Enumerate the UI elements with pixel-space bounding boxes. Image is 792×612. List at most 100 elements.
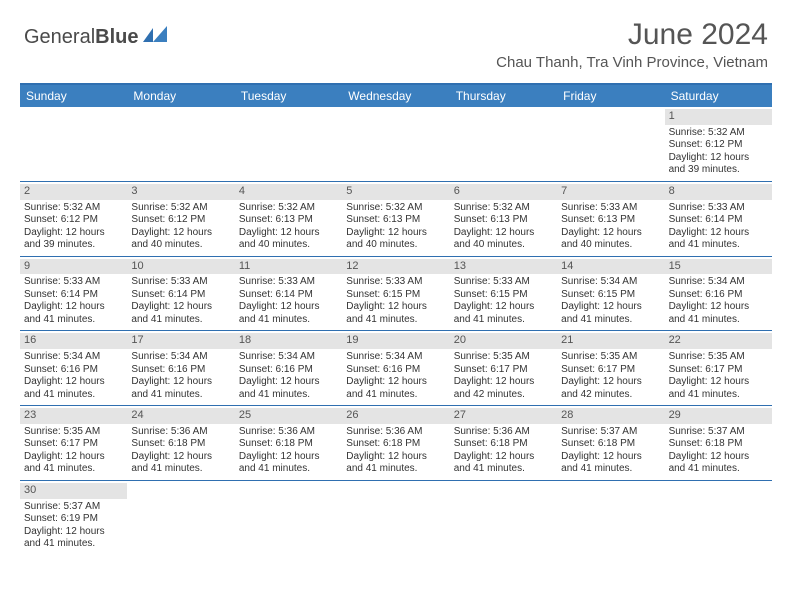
week-row: 9Sunrise: 5:33 AMSunset: 6:14 PMDaylight… xyxy=(20,257,772,332)
day-info-line: Sunrise: 5:36 AM xyxy=(346,426,445,439)
day-info-line: Daylight: 12 hours xyxy=(669,227,768,240)
day-number: 22 xyxy=(665,333,772,349)
day-info-line: Sunrise: 5:33 AM xyxy=(669,202,768,215)
day-info-line: Daylight: 12 hours xyxy=(131,301,230,314)
day-number: 23 xyxy=(20,408,127,424)
day-number: 4 xyxy=(235,184,342,200)
day-header: Sunday xyxy=(20,85,127,107)
day-info-line: Daylight: 12 hours xyxy=(239,227,338,240)
week-row: 1Sunrise: 5:32 AMSunset: 6:12 PMDaylight… xyxy=(20,107,772,182)
day-cell: 27Sunrise: 5:36 AMSunset: 6:18 PMDayligh… xyxy=(450,406,557,480)
day-info-line: Sunrise: 5:34 AM xyxy=(669,276,768,289)
day-info-line: Sunset: 6:13 PM xyxy=(239,214,338,227)
day-info-line: Daylight: 12 hours xyxy=(454,227,553,240)
day-info-line: Sunset: 6:12 PM xyxy=(669,139,768,152)
day-info-line: Daylight: 12 hours xyxy=(239,451,338,464)
day-info-line: Sunset: 6:18 PM xyxy=(669,438,768,451)
day-info-line: Sunrise: 5:33 AM xyxy=(346,276,445,289)
day-cell xyxy=(127,481,234,555)
day-info-line: Daylight: 12 hours xyxy=(561,451,660,464)
day-number: 1 xyxy=(665,109,772,125)
day-info-line: Daylight: 12 hours xyxy=(669,451,768,464)
day-number: 8 xyxy=(665,184,772,200)
day-info-line: Sunset: 6:16 PM xyxy=(131,364,230,377)
day-info-line: Daylight: 12 hours xyxy=(561,227,660,240)
day-info-line: and 41 minutes. xyxy=(561,314,660,327)
day-info-line: Sunset: 6:17 PM xyxy=(454,364,553,377)
day-cell: 23Sunrise: 5:35 AMSunset: 6:17 PMDayligh… xyxy=(20,406,127,480)
day-info-line: Daylight: 12 hours xyxy=(346,376,445,389)
day-info-line: Daylight: 12 hours xyxy=(346,451,445,464)
day-info-line: and 41 minutes. xyxy=(24,538,123,551)
month-title: June 2024 xyxy=(496,18,768,52)
day-number: 30 xyxy=(20,483,127,499)
day-number: 25 xyxy=(235,408,342,424)
day-info-line: and 41 minutes. xyxy=(346,389,445,402)
day-info-line: Daylight: 12 hours xyxy=(346,227,445,240)
day-info-line: and 42 minutes. xyxy=(561,389,660,402)
day-info-line: and 41 minutes. xyxy=(131,314,230,327)
day-number: 13 xyxy=(450,259,557,275)
day-cell: 16Sunrise: 5:34 AMSunset: 6:16 PMDayligh… xyxy=(20,331,127,405)
logo-text-a: General xyxy=(24,26,95,48)
day-info-line: Sunset: 6:18 PM xyxy=(561,438,660,451)
day-info-line: Sunrise: 5:34 AM xyxy=(561,276,660,289)
day-info-line: Sunrise: 5:32 AM xyxy=(239,202,338,215)
day-info-line: Sunrise: 5:32 AM xyxy=(346,202,445,215)
day-info-line: Sunset: 6:17 PM xyxy=(24,438,123,451)
day-cell: 24Sunrise: 5:36 AMSunset: 6:18 PMDayligh… xyxy=(127,406,234,480)
day-cell: 26Sunrise: 5:36 AMSunset: 6:18 PMDayligh… xyxy=(342,406,449,480)
day-number: 27 xyxy=(450,408,557,424)
day-info-line: and 41 minutes. xyxy=(239,463,338,476)
day-info-line: Sunset: 6:17 PM xyxy=(561,364,660,377)
day-cell: 12Sunrise: 5:33 AMSunset: 6:15 PMDayligh… xyxy=(342,257,449,331)
day-info-line: and 40 minutes. xyxy=(454,239,553,252)
day-info-line: and 41 minutes. xyxy=(239,389,338,402)
day-number: 18 xyxy=(235,333,342,349)
day-cell xyxy=(665,481,772,555)
day-info-line: and 41 minutes. xyxy=(24,389,123,402)
day-info-line: Sunset: 6:18 PM xyxy=(454,438,553,451)
day-info-line: Sunrise: 5:34 AM xyxy=(346,351,445,364)
day-info-line: and 41 minutes. xyxy=(24,463,123,476)
day-number: 24 xyxy=(127,408,234,424)
day-info-line: Daylight: 12 hours xyxy=(24,376,123,389)
day-cell: 2Sunrise: 5:32 AMSunset: 6:12 PMDaylight… xyxy=(20,182,127,256)
day-cell: 11Sunrise: 5:33 AMSunset: 6:14 PMDayligh… xyxy=(235,257,342,331)
day-number: 20 xyxy=(450,333,557,349)
day-cell: 9Sunrise: 5:33 AMSunset: 6:14 PMDaylight… xyxy=(20,257,127,331)
logo: GeneralBlue xyxy=(24,26,171,49)
day-cell xyxy=(342,107,449,181)
day-info-line: Sunrise: 5:33 AM xyxy=(239,276,338,289)
day-info-line: Daylight: 12 hours xyxy=(346,301,445,314)
day-info-line: Sunset: 6:12 PM xyxy=(131,214,230,227)
day-cell: 8Sunrise: 5:33 AMSunset: 6:14 PMDaylight… xyxy=(665,182,772,256)
week-row: 2Sunrise: 5:32 AMSunset: 6:12 PMDaylight… xyxy=(20,182,772,257)
day-info-line: Sunset: 6:13 PM xyxy=(454,214,553,227)
day-cell: 19Sunrise: 5:34 AMSunset: 6:16 PMDayligh… xyxy=(342,331,449,405)
day-info-line: Sunrise: 5:33 AM xyxy=(561,202,660,215)
day-number: 16 xyxy=(20,333,127,349)
day-info-line: and 41 minutes. xyxy=(131,463,230,476)
title-block: June 2024 Chau Thanh, Tra Vinh Province,… xyxy=(496,18,768,71)
day-number: 15 xyxy=(665,259,772,275)
day-info-line: Sunrise: 5:36 AM xyxy=(239,426,338,439)
day-cell: 14Sunrise: 5:34 AMSunset: 6:15 PMDayligh… xyxy=(557,257,664,331)
day-number: 21 xyxy=(557,333,664,349)
logo-text-b: Blue xyxy=(95,26,138,48)
day-number: 26 xyxy=(342,408,449,424)
day-info-line: and 41 minutes. xyxy=(669,239,768,252)
day-info-line: and 41 minutes. xyxy=(346,314,445,327)
day-info-line: Sunrise: 5:32 AM xyxy=(454,202,553,215)
day-number: 3 xyxy=(127,184,234,200)
week-row: 23Sunrise: 5:35 AMSunset: 6:17 PMDayligh… xyxy=(20,406,772,481)
day-info-line: and 39 minutes. xyxy=(669,164,768,177)
day-info-line: Sunrise: 5:35 AM xyxy=(454,351,553,364)
day-cell: 1Sunrise: 5:32 AMSunset: 6:12 PMDaylight… xyxy=(665,107,772,181)
day-info-line: Sunset: 6:18 PM xyxy=(131,438,230,451)
day-cell: 22Sunrise: 5:35 AMSunset: 6:17 PMDayligh… xyxy=(665,331,772,405)
day-info-line: Sunset: 6:13 PM xyxy=(561,214,660,227)
day-cell xyxy=(235,107,342,181)
day-info-line: Daylight: 12 hours xyxy=(561,376,660,389)
day-info-line: Sunset: 6:16 PM xyxy=(346,364,445,377)
